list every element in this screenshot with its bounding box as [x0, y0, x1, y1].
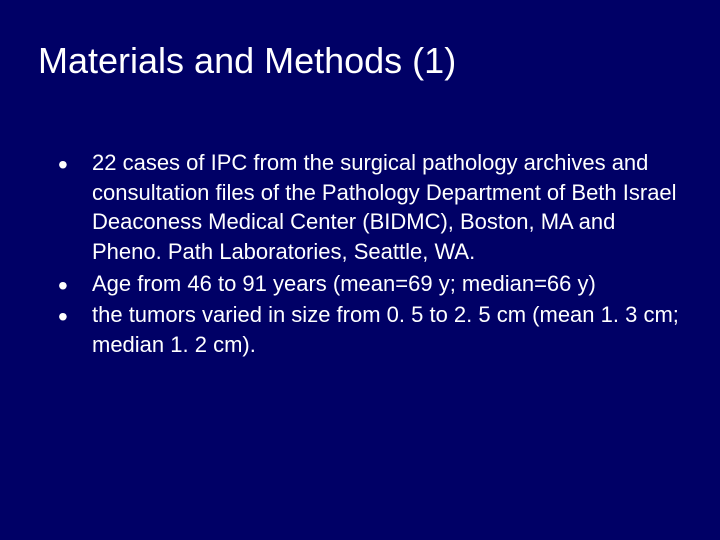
- slide-title: Materials and Methods (1): [38, 40, 456, 82]
- list-item: Age from 46 to 91 years (mean=69 y; medi…: [58, 269, 680, 299]
- list-item: 22 cases of IPC from the surgical pathol…: [58, 148, 680, 267]
- bullet-list: 22 cases of IPC from the surgical pathol…: [58, 148, 680, 362]
- list-item: the tumors varied in size from 0. 5 to 2…: [58, 300, 680, 359]
